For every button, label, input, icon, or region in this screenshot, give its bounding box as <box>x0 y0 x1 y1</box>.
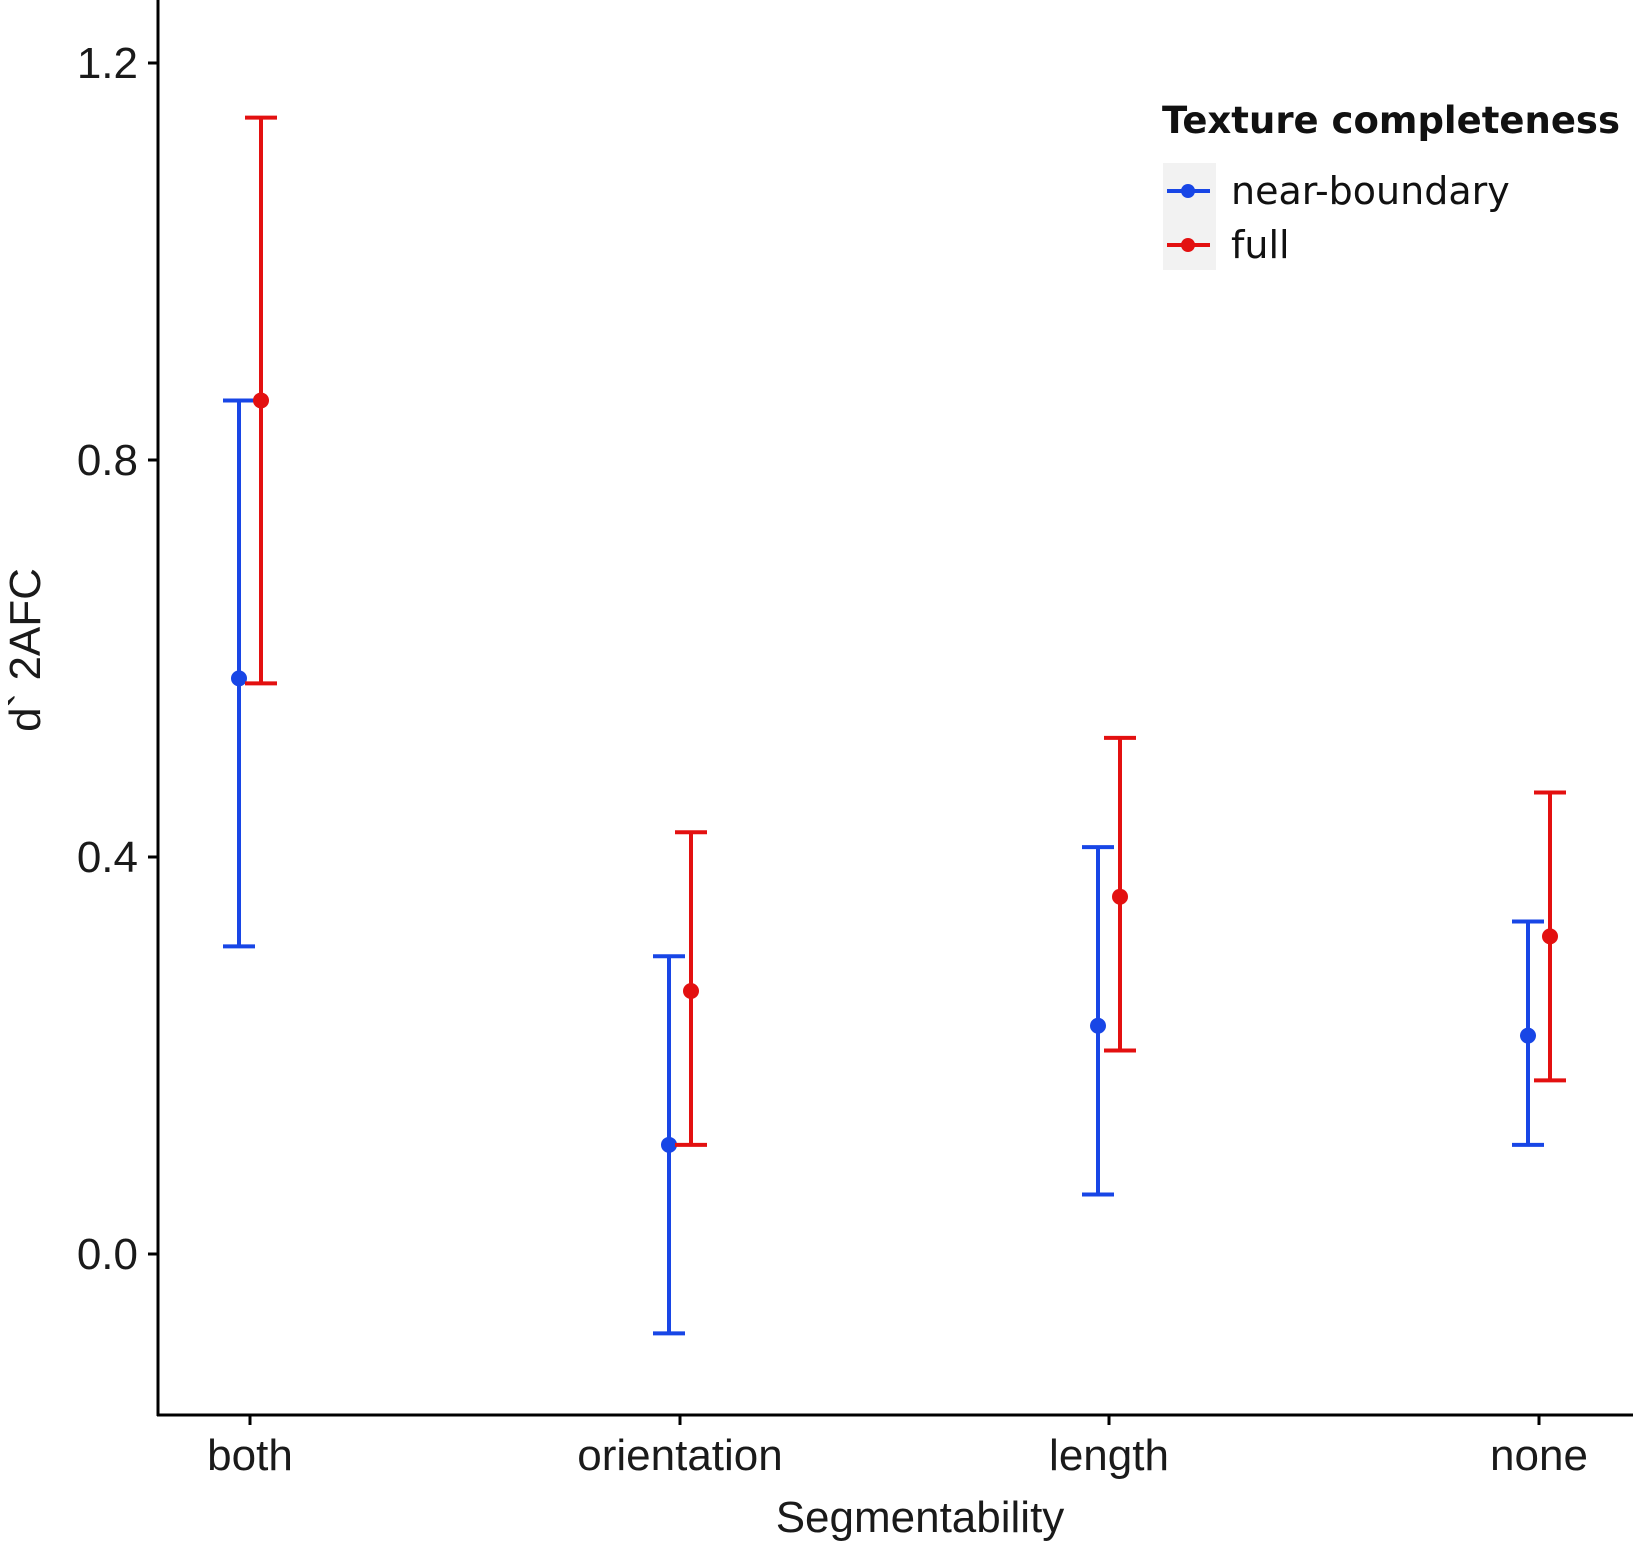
y-tick-label: 0.8 <box>77 436 138 485</box>
y-axis-title: d` 2AFC <box>1 568 50 732</box>
axes <box>156 0 1633 1417</box>
x-tick-label: orientation <box>577 1431 782 1480</box>
data-point <box>1090 1017 1106 1034</box>
legend-title: Texture completeness <box>1162 99 1620 142</box>
data-point <box>1520 1027 1536 1044</box>
legend-key-point <box>1181 184 1195 198</box>
legend: Texture completeness near-boundary full <box>1162 99 1620 270</box>
data-point <box>231 670 247 687</box>
x-ticks: both orientation length none <box>207 1415 1588 1480</box>
series-full <box>245 115 1566 1147</box>
legend-key-point <box>1181 238 1195 252</box>
legend-entries: near-boundary full <box>1167 169 1510 267</box>
series-near-boundary <box>223 398 1544 1336</box>
legend-label: near-boundary <box>1231 169 1510 213</box>
data-point <box>661 1136 677 1153</box>
y-tick-label: 0.0 <box>77 1230 138 1279</box>
data-point <box>683 982 699 999</box>
data-point <box>1112 888 1128 905</box>
x-tick-label: length <box>1049 1431 1169 1480</box>
legend-label: full <box>1231 223 1290 267</box>
data-marks <box>223 115 1566 1336</box>
x-tick-label: none <box>1490 1431 1588 1480</box>
y-tick-label: 0.4 <box>77 833 138 882</box>
x-tick-label: both <box>207 1431 293 1480</box>
legend-key-background <box>1163 163 1216 270</box>
x-axis-title: Segmentability <box>776 1493 1065 1541</box>
y-ticks: 0.0 0.4 0.8 1.2 <box>77 39 158 1279</box>
data-point <box>1542 928 1558 945</box>
data-point <box>253 392 269 409</box>
y-tick-label: 1.2 <box>77 39 138 88</box>
